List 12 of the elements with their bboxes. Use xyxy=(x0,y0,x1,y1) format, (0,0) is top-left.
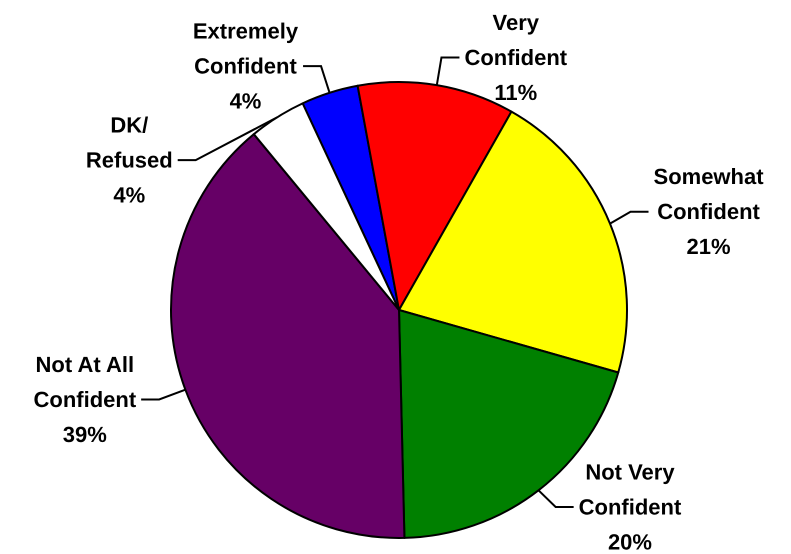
data-label: 21% xyxy=(686,234,731,260)
slice-label: Extremely Confident xyxy=(192,18,299,79)
slice-label: Not Very Confident xyxy=(578,460,682,520)
data-label: 11% xyxy=(494,80,538,106)
slice-label: Somewhat Confident xyxy=(654,164,764,224)
data-label: 20% xyxy=(608,530,652,554)
data-label: 4% xyxy=(113,182,146,208)
slice-label: Very Confident xyxy=(464,10,568,70)
slice-label: Not At All Confident xyxy=(33,352,137,412)
data-label: 39% xyxy=(62,422,107,447)
slice-label: DK/Refused xyxy=(86,112,173,173)
data-label: 4% xyxy=(230,88,262,114)
